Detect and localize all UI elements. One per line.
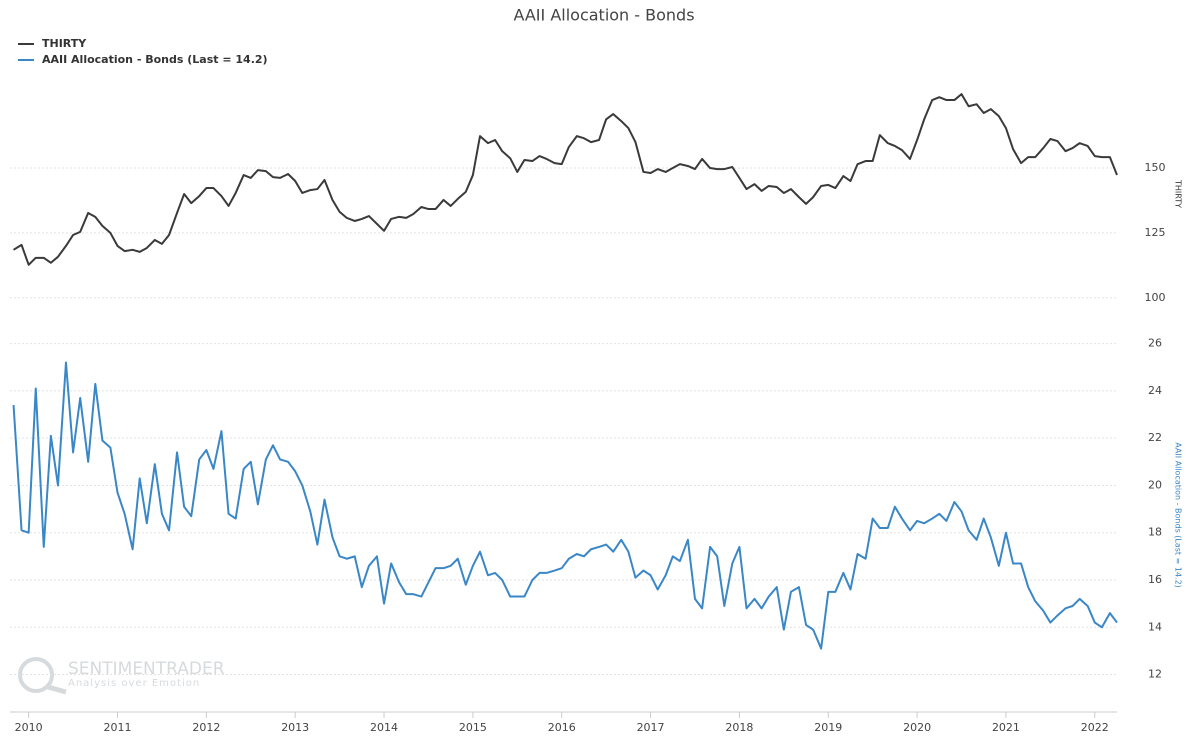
data-line xyxy=(12,361,1118,650)
x-tick-label: 2012 xyxy=(192,721,220,734)
y-tick-label: 22 xyxy=(1148,431,1162,444)
y-tick-label: 150 xyxy=(1145,161,1166,174)
x-tick-label: 2019 xyxy=(814,721,842,734)
y-tick-label: 12 xyxy=(1148,668,1162,681)
x-tick-label: 2021 xyxy=(992,721,1020,734)
y-tick-label: 18 xyxy=(1148,526,1162,539)
x-tick-label: 2010 xyxy=(15,721,43,734)
x-tick-label: 2015 xyxy=(459,721,487,734)
y-tick-label: 16 xyxy=(1148,573,1162,586)
watermark: SENTIMENTRADER Analysis over Emotion xyxy=(18,657,225,695)
x-tick-label: 2016 xyxy=(548,721,576,734)
watermark-tagline: Analysis over Emotion xyxy=(68,678,200,689)
x-tick-label: 2013 xyxy=(281,721,309,734)
y-tick-label: 26 xyxy=(1148,337,1162,350)
y-axis-title: AAII Allocation - Bonds (Last = 14.2) xyxy=(1174,442,1183,588)
legend-label: AAII Allocation - Bonds (Last = 14.2) xyxy=(42,53,268,66)
x-tick-label: 2017 xyxy=(637,721,665,734)
y-tick-label: 14 xyxy=(1148,620,1162,633)
x-tick-label: 2018 xyxy=(725,721,753,734)
x-tick-label: 2014 xyxy=(370,721,398,734)
y-tick-label: 125 xyxy=(1145,226,1166,239)
x-tick-label: 2022 xyxy=(1081,721,1109,734)
watermark-logo xyxy=(47,684,67,695)
y-tick-label: 100 xyxy=(1145,291,1166,304)
chart-title: AAII Allocation - Bonds xyxy=(513,6,694,25)
x-tick-label: 2020 xyxy=(903,721,931,734)
data-line xyxy=(13,93,1118,266)
watermark-brand: SENTIMENTRADER xyxy=(68,659,225,679)
y-axis-title: THIRTY xyxy=(1174,179,1183,208)
y-tick-label: 20 xyxy=(1148,478,1162,491)
legend-label: THIRTY xyxy=(42,37,87,50)
y-tick-label: 24 xyxy=(1148,384,1162,397)
x-tick-label: 2011 xyxy=(104,721,132,734)
